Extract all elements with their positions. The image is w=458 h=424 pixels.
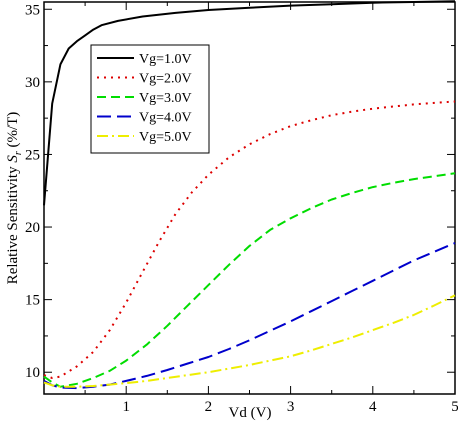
x-axis-title: Vd (V) xyxy=(229,405,272,421)
y-axis-title-unit: (%/T) xyxy=(5,112,21,152)
x-tick-label: 5 xyxy=(451,399,458,415)
y-tick-label: 35 xyxy=(25,2,40,18)
legend-box xyxy=(90,44,210,154)
y-tick-label: 20 xyxy=(25,220,40,236)
y-tick-label: 15 xyxy=(25,293,40,309)
series-line-5 xyxy=(43,294,456,388)
y-tick-label: 10 xyxy=(25,365,40,381)
y-axis-title-text: Relative Sensitivity xyxy=(5,163,21,285)
series-line-1 xyxy=(43,0,456,206)
y-axis-title: Relative Sensitivity Sr (%/T) xyxy=(5,112,24,285)
series-layer xyxy=(43,0,456,390)
y-axis-title-symbol: S xyxy=(5,155,21,163)
legend-label-2: Vg=2.0V xyxy=(139,72,192,87)
series-line-3 xyxy=(43,172,456,388)
y-tick-label: 25 xyxy=(25,147,40,163)
x-tick-label: 4 xyxy=(369,399,377,415)
legend-label-1: Vg=1.0V xyxy=(139,52,192,67)
x-tick-label: 2 xyxy=(205,399,213,415)
legend: Vg=1.0V Vg=2.0V Vg=3.0V Vg=4.0V Vg=5.0V xyxy=(90,44,210,154)
x-tick-label: 1 xyxy=(122,399,130,415)
legend-label-4: Vg=4.0V xyxy=(139,111,192,126)
y-axis-title-subscript: r xyxy=(13,151,24,155)
legend-label-5: Vg=5.0V xyxy=(139,130,192,145)
x-tick-label: 3 xyxy=(287,399,295,415)
y-tick-label: 30 xyxy=(25,75,40,91)
legend-label-3: Vg=3.0V xyxy=(139,91,192,106)
y-axis: 10 15 20 25 30 35 xyxy=(25,2,455,381)
